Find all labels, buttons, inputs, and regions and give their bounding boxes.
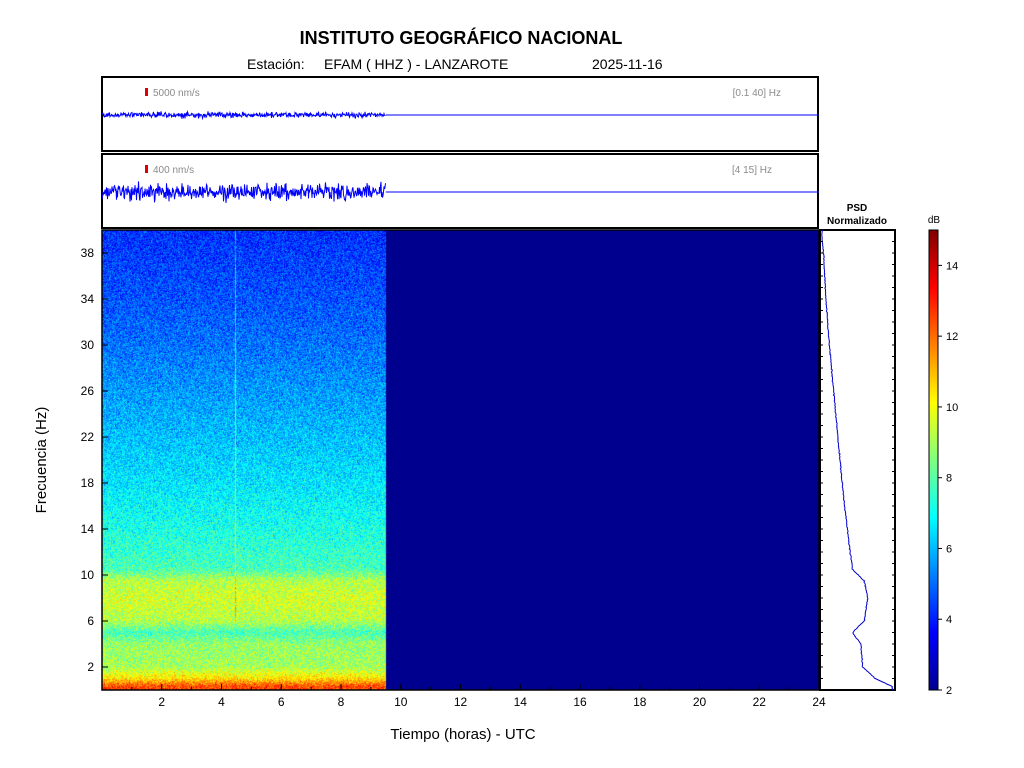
psd-ticks: [820, 241, 895, 679]
x-tick-label: 10: [394, 695, 408, 709]
y-tick-label: 6: [87, 614, 94, 628]
colorbar-tick-label: 12: [946, 331, 958, 343]
colorbar-tick-label: 2: [946, 685, 952, 697]
seismogram-trace: [101, 109, 386, 121]
scale-bar-icon: [145, 88, 148, 96]
x-tick-label: 12: [454, 695, 468, 709]
x-tick-label: 14: [514, 695, 528, 709]
colorbar-tick-label: 8: [946, 473, 952, 485]
psd-frame: [819, 229, 896, 691]
seismogram-trace: [101, 181, 386, 203]
colorbar-tick-label: 10: [946, 402, 958, 414]
colorbar: dB 2 4 6 8 10 12 14: [928, 215, 958, 697]
station-prefix: Estación:: [247, 56, 305, 72]
y-tick-label: 2: [87, 660, 94, 674]
date-label: 2025-11-16: [592, 56, 663, 72]
trace-scale-label: 400 nm/s: [153, 165, 194, 176]
x-tick-label: 2: [158, 695, 165, 709]
colorbar-tick-label: 14: [946, 260, 958, 272]
scale-bar-icon: [145, 165, 148, 173]
x-tick-label: 20: [693, 695, 707, 709]
y-axis-label: Frecuencia (Hz): [33, 407, 50, 514]
station-label: EFAM ( HHZ ) - LANZAROTE: [324, 56, 508, 72]
trace-band-label: [0.1 40] Hz: [733, 88, 781, 99]
trace-band-label: [4 15] Hz: [732, 165, 772, 176]
y-tick-label: 38: [81, 246, 95, 260]
x-tick-label: 16: [573, 695, 587, 709]
colorbar-gradient: [928, 229, 939, 691]
y-tick-label: 18: [81, 476, 95, 490]
spectrogram: [101, 229, 820, 691]
y-tick-label: 30: [81, 338, 95, 352]
colorbar-tick-label: 6: [946, 543, 952, 555]
y-tick-label: 22: [81, 430, 95, 444]
x-axis-label: Tiempo (horas) - UTC: [390, 726, 535, 743]
x-tick-label: 18: [633, 695, 647, 709]
psd-curve: [821, 229, 894, 691]
x-tick-label: 4: [218, 695, 225, 709]
x-tick-label: 6: [278, 695, 285, 709]
x-tick-label: 8: [338, 695, 345, 709]
y-tick-label: 10: [81, 568, 95, 582]
x-tick-label: 24: [812, 695, 826, 709]
spectrogram-image: [102, 230, 819, 690]
trace-scale-label: 5000 nm/s: [153, 88, 200, 99]
colorbar-unit: dB: [928, 215, 941, 226]
y-tick-label: 14: [81, 522, 95, 536]
psd-title: PSD: [847, 203, 868, 214]
colorbar-ticks: 2 4 6 8 10 12 14: [938, 260, 958, 697]
colorbar-tick-label: 4: [946, 614, 952, 626]
psd-panel: [819, 229, 896, 691]
trace-panel-broadband: 5000 nm/s [0.1 40] Hz: [101, 76, 819, 152]
psd-subtitle: Normalizado: [827, 216, 887, 227]
trace-panel-filtered: 400 nm/s [4 15] Hz: [101, 153, 819, 229]
y-tick-label: 34: [81, 292, 95, 306]
y-tick-label: 26: [81, 384, 95, 398]
x-tick-label: 22: [753, 695, 767, 709]
chart-title: INSTITUTO GEOGRÁFICO NACIONAL: [300, 27, 623, 48]
